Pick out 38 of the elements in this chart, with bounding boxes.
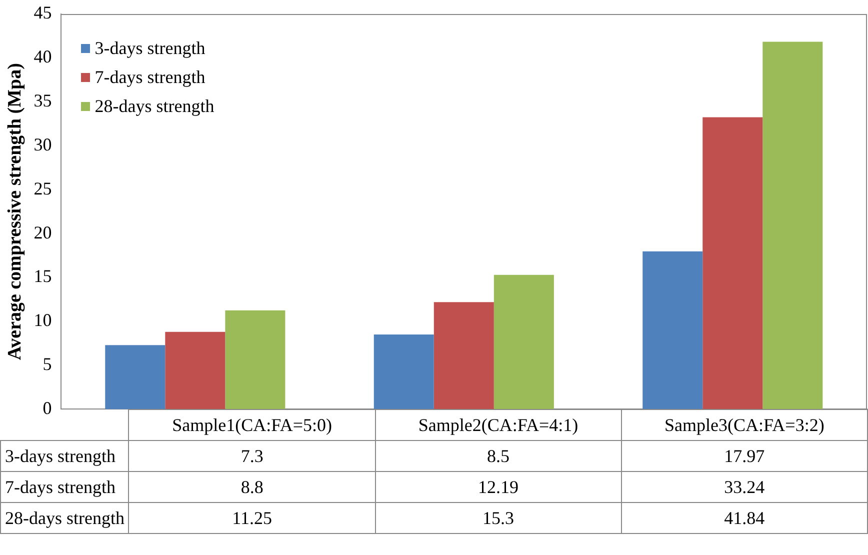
data-label: 17.97	[621, 440, 868, 472]
y-tick-label: 45	[34, 2, 52, 23]
y-tick-label: 10	[34, 310, 52, 330]
x-tick-label: Sample1(CA:FA=5:0)	[128, 410, 376, 441]
y-tick-label: 35	[34, 90, 52, 111]
data-label: 33.24	[621, 472, 868, 503]
data-label: 41.84	[621, 502, 868, 534]
bar	[762, 42, 823, 410]
y-axis-title: Average compressive strength (Mpa)	[4, 63, 26, 360]
y-tick-label: 15	[34, 266, 52, 286]
data-label: 11.25	[128, 502, 376, 534]
bar	[225, 310, 286, 410]
text: 3-days strength	[5, 446, 116, 466]
data-label: 8.5	[375, 440, 622, 472]
data-label: 15.3	[375, 502, 622, 534]
legend-label: 28-days strength	[94, 96, 214, 117]
bar	[642, 251, 703, 410]
legend-label: 3-days strength	[94, 38, 206, 59]
bar	[105, 345, 166, 410]
y-tick-label: 40	[34, 46, 52, 67]
bar	[165, 332, 226, 410]
x-tick-label: Sample2(CA:FA=4:1)	[375, 410, 622, 441]
text: 28-days strength	[5, 508, 124, 528]
y-tick-label: 20	[34, 222, 52, 242]
data-label: 12.19	[375, 472, 622, 503]
y-tick-label: 25	[34, 178, 52, 198]
x-tick-label: Sample3(CA:FA=3:2)	[621, 410, 868, 441]
data-label: 7.3	[128, 440, 376, 472]
bar	[374, 334, 434, 410]
bar	[702, 117, 763, 410]
data-label: 8.8	[128, 472, 376, 503]
bar	[494, 274, 554, 410]
y-tick-label: 30	[34, 134, 52, 154]
y-tick-label: 0	[42, 398, 52, 418]
bar	[434, 302, 494, 410]
text: 7-days strength	[5, 476, 116, 497]
legend-label: 7-days strength	[94, 67, 206, 88]
y-tick-label: 5	[42, 354, 52, 374]
